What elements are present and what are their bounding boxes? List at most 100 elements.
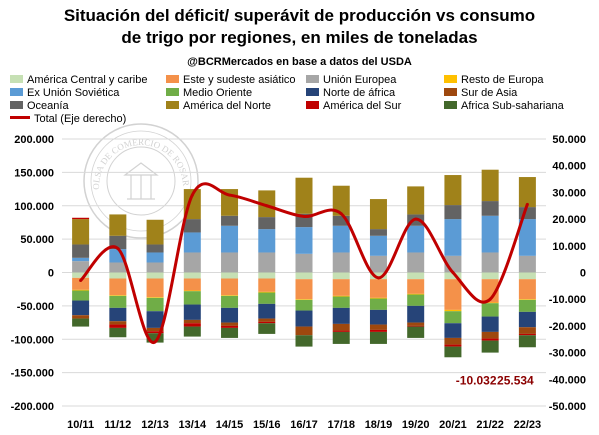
bar-segment-america-central xyxy=(407,272,425,280)
y-right-tick-label: 20.000 xyxy=(552,214,586,226)
bar-segment-america-central xyxy=(444,272,462,280)
bar-segment-ex-urss xyxy=(332,225,350,253)
bar-segment-ue xyxy=(72,261,90,273)
legend-item-america-norte: América del Norte xyxy=(166,100,271,113)
bar-segment-africa-subsahariana xyxy=(369,331,387,344)
bar-segment-africa-subsahariana xyxy=(221,327,239,338)
bar-segment-medio-oriente xyxy=(332,296,350,308)
bar-segment-ue xyxy=(221,252,239,273)
legend-item-sur-asia: Sur de Asia xyxy=(444,87,517,100)
bar-segment-america-sur xyxy=(221,325,239,328)
bar-segment-africa-subsahariana xyxy=(109,327,127,338)
legend-item-america-sur: América del Sur xyxy=(306,100,401,113)
bar-segment-america-sur xyxy=(369,329,387,332)
bar-segment-medio-oriente xyxy=(146,297,164,312)
bar-segment-america-norte xyxy=(518,177,536,208)
bar-segment-america-norte xyxy=(295,177,313,214)
legend-swatch xyxy=(166,75,179,83)
y-right-tick-label: -20.000 xyxy=(549,321,586,333)
bar-segment-america-norte xyxy=(369,199,387,230)
bar-segment-resto-europa xyxy=(183,290,201,292)
chart-title-line-1: Situación del déficit/ superávit de prod… xyxy=(63,6,536,25)
legend-swatch xyxy=(10,101,23,109)
bar-segment-america-sur xyxy=(109,324,127,328)
y-left-tick-label: -150.000 xyxy=(11,368,54,380)
bar-segment-america-norte xyxy=(444,175,462,206)
x-tick-label: 10/11 xyxy=(67,419,94,431)
bar-segment-ex-urss xyxy=(295,227,313,254)
bar-segment-america-central xyxy=(146,272,164,279)
y-left-tick-label: 200.000 xyxy=(14,134,54,146)
bar-segment-ue xyxy=(183,252,201,273)
bar-segment-oceania xyxy=(444,205,462,220)
bar-segment-este-sudeste xyxy=(258,278,276,292)
bar-segment-america-central xyxy=(481,272,499,280)
bar-segment-este-sudeste xyxy=(332,279,350,296)
bar-segment-norte-africa xyxy=(332,307,350,324)
bar-segment-sur-asia xyxy=(109,321,127,325)
total-point xyxy=(79,279,83,283)
bar-segment-resto-europa xyxy=(109,295,127,296)
legend-label: Sur de Asia xyxy=(461,87,518,99)
bar-segment-norte-africa xyxy=(72,300,90,316)
bar-segment-resto-europa xyxy=(295,299,313,300)
legend-label: Total (Eje derecho) xyxy=(34,113,127,125)
bar-segment-sur-asia xyxy=(407,322,425,326)
bar-segment-resto-europa xyxy=(258,291,276,293)
bar-segment-sur-asia xyxy=(481,331,499,339)
legend-line-swatch xyxy=(10,116,30,119)
chart-title: Situación del déficit/ superávit de prod… xyxy=(0,5,599,49)
y-right-tick-label: -50.000 xyxy=(549,401,586,413)
bar-segment-medio-oriente xyxy=(258,292,276,304)
bar-segment-sur-asia xyxy=(258,318,276,322)
bar-segment-ex-urss xyxy=(258,229,276,253)
bar-segment-america-central xyxy=(295,272,313,280)
bar-segment-america-central xyxy=(221,272,239,279)
bar-segment-medio-oriente xyxy=(109,295,127,308)
bar-segment-ex-urss xyxy=(221,225,239,253)
bar-segment-oceania xyxy=(332,215,350,226)
bar-segment-ex-urss xyxy=(444,219,462,256)
bar-segment-ex-urss xyxy=(481,215,499,253)
bar-segment-africa-subsahariana xyxy=(183,326,201,337)
legend-label: Unión Europea xyxy=(323,74,397,86)
bar-segment-america-sur xyxy=(258,321,276,324)
bar-segment-ue xyxy=(407,252,425,273)
total-point xyxy=(414,217,418,221)
bar-segment-america-sur xyxy=(518,333,536,336)
bar-segment-sur-asia xyxy=(146,327,164,332)
bar-segment-africa-subsahariana xyxy=(72,318,90,327)
bar-segment-america-central xyxy=(332,272,350,280)
bar-segment-america-central xyxy=(518,272,536,280)
bar-segment-ue xyxy=(518,255,536,273)
bar-segment-africa-subsahariana xyxy=(332,331,350,344)
y-right-tick-label: -40.000 xyxy=(549,374,586,386)
total-point xyxy=(153,340,157,344)
y-left-tick-label: -50.000 xyxy=(17,301,54,313)
bar-segment-ex-urss xyxy=(183,232,201,253)
bar-segment-america-norte xyxy=(258,190,276,218)
bar-segment-ue xyxy=(146,262,164,273)
legend-item-america-central: América Central y caribe xyxy=(10,74,147,87)
legend-item-ue: Unión Europea xyxy=(306,74,396,87)
bar-segment-ue xyxy=(481,252,499,273)
bar-segment-medio-oriente xyxy=(221,295,239,308)
legend-swatch xyxy=(444,75,457,83)
bar-segment-ex-urss xyxy=(72,257,90,262)
bar-segment-este-sudeste xyxy=(109,278,127,296)
bar-segment-america-central xyxy=(369,272,387,280)
x-tick-label: 15/16 xyxy=(253,419,281,431)
bar-segment-america-central xyxy=(258,272,276,279)
bar-segment-medio-oriente xyxy=(295,299,313,311)
total-point xyxy=(228,193,232,197)
bar-segment-america-central xyxy=(72,272,90,278)
chart-title-line-2: de trigo por regiones, en miles de tonel… xyxy=(121,28,478,47)
data-label-total: -10.032 xyxy=(456,374,497,388)
x-tick-label: 22/23 xyxy=(514,419,542,431)
chart-subtitle: @BCRMercados en base a datos del USDA xyxy=(187,56,412,68)
bar-segment-ex-urss xyxy=(407,225,425,253)
bar-segment-africa-subsahariana xyxy=(258,323,276,334)
bar-segment-este-sudeste xyxy=(72,277,90,290)
bar-segment-africa-subsahariana xyxy=(295,335,313,347)
